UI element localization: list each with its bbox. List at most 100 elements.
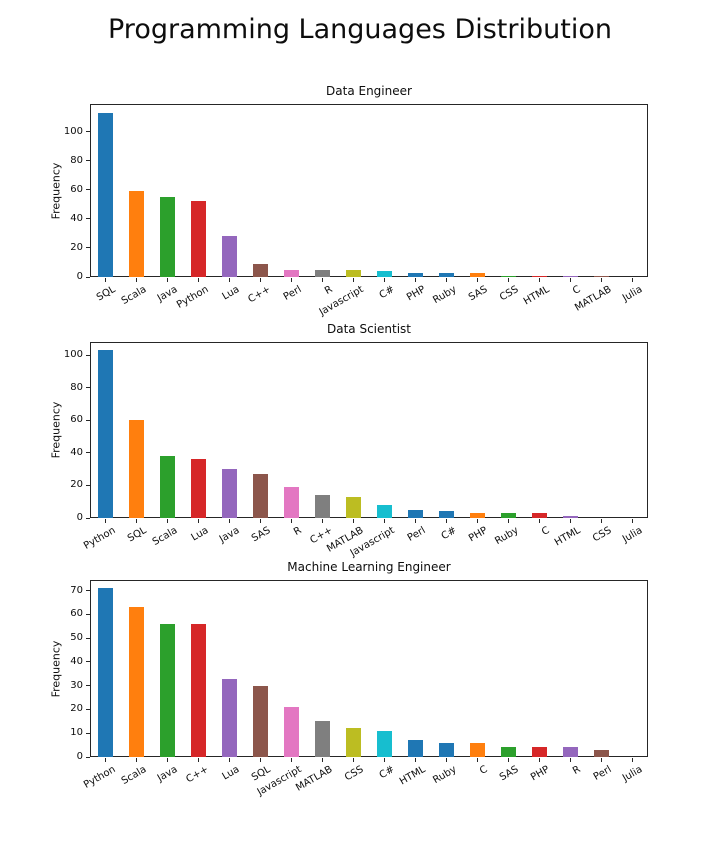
x-tick-mark	[291, 758, 292, 762]
x-tick-label: Python	[81, 764, 117, 791]
x-tick-mark	[167, 519, 168, 523]
bar-csharp	[376, 730, 393, 757]
x-tick-mark	[446, 758, 447, 762]
y-tick-mark	[86, 218, 90, 220]
x-tick-mark	[105, 758, 106, 762]
subplot-title: Data Scientist	[327, 322, 411, 336]
x-tick-label: SAS	[497, 764, 520, 784]
x-tick-mark	[198, 278, 199, 282]
x-tick-mark	[539, 519, 540, 523]
y-tick-label: 60	[70, 183, 83, 195]
bar-c	[469, 742, 486, 757]
bar-cplusplus	[190, 623, 207, 757]
y-tick-mark	[86, 661, 90, 663]
x-tick-mark	[105, 278, 106, 282]
bar-java	[159, 623, 176, 757]
x-tick-label: C	[477, 764, 489, 778]
x-tick-label: C#	[377, 764, 396, 782]
x-tick-mark	[105, 519, 106, 523]
x-tick-label: HTML	[397, 764, 427, 788]
subplot-title: Machine Learning Engineer	[287, 560, 451, 574]
y-tick-label: 0	[76, 512, 83, 523]
bar-java	[221, 469, 238, 518]
y-tick-label: 0	[76, 751, 83, 762]
x-tick-label: Java	[155, 764, 179, 785]
x-tick-mark	[508, 278, 509, 282]
bar-sql	[97, 112, 114, 277]
y-tick-label: 60	[70, 608, 83, 620]
bar-matlab	[593, 275, 610, 277]
bar-ruby	[438, 742, 455, 757]
x-tick-mark	[415, 758, 416, 762]
y-tick-mark	[86, 354, 90, 356]
bar-sas	[252, 474, 269, 518]
bar-php	[531, 747, 548, 757]
x-tick-label: Perl	[591, 764, 613, 783]
bar-python	[97, 588, 114, 757]
y-tick-mark	[86, 419, 90, 421]
bar-r	[283, 487, 300, 518]
bar-ruby	[500, 513, 517, 518]
bar-r	[562, 747, 579, 757]
bar-php	[469, 513, 486, 518]
x-tick-mark	[570, 758, 571, 762]
x-tick-mark	[415, 278, 416, 282]
bar-html	[562, 516, 579, 518]
x-tick-label: C++	[183, 764, 210, 786]
y-tick-mark	[86, 452, 90, 454]
subplot-title: Data Engineer	[326, 84, 412, 98]
y-tick-label: 70	[70, 584, 83, 596]
x-tick-mark	[167, 278, 168, 282]
bar-perl	[407, 509, 424, 518]
y-tick-mark	[86, 756, 90, 758]
x-tick-label: Julia	[620, 764, 644, 785]
x-tick-mark	[322, 758, 323, 762]
x-tick-mark	[570, 278, 571, 282]
x-tick-mark	[198, 758, 199, 762]
x-tick-mark	[632, 519, 633, 523]
bar-c	[562, 275, 579, 277]
y-tick-mark	[86, 637, 90, 639]
x-tick-label: Lua	[220, 764, 241, 783]
figure-title: Programming Languages Distribution	[108, 14, 612, 45]
y-tick-mark	[86, 247, 90, 249]
y-tick-label: 100	[63, 349, 83, 361]
x-tick-mark	[477, 278, 478, 282]
bar-csharp	[438, 511, 455, 518]
bar-c	[531, 513, 548, 518]
x-tick-mark	[322, 519, 323, 523]
y-tick-label: 30	[70, 679, 83, 691]
x-tick-mark	[601, 278, 602, 282]
x-tick-label: R	[570, 764, 582, 778]
bar-html	[531, 275, 548, 277]
bar-perl	[593, 749, 610, 757]
x-tick-label: PHP	[528, 764, 551, 784]
y-tick-label: 40	[70, 446, 83, 458]
y-tick-mark	[86, 613, 90, 615]
bar-matlab	[345, 496, 362, 518]
y-tick-mark	[86, 276, 90, 278]
x-tick-mark	[508, 758, 509, 762]
bar-css	[345, 728, 362, 757]
x-tick-mark	[229, 758, 230, 762]
x-tick-mark	[167, 758, 168, 762]
bar-javascript	[345, 269, 362, 277]
y-tick-label: 20	[70, 703, 83, 715]
y-tick-mark	[86, 685, 90, 687]
y-tick-mark	[86, 484, 90, 486]
x-tick-mark	[446, 519, 447, 523]
x-tick-mark	[632, 278, 633, 282]
bar-sql	[252, 685, 269, 757]
y-tick-mark	[86, 590, 90, 592]
y-tick-label: 20	[70, 479, 83, 491]
x-tick-label: CSS	[342, 764, 365, 784]
y-tick-mark	[86, 131, 90, 133]
bar-python	[97, 350, 114, 518]
bar-sql	[128, 420, 145, 518]
bar-html	[407, 740, 424, 757]
x-tick-mark	[539, 278, 540, 282]
y-tick-label: 40	[70, 212, 83, 224]
